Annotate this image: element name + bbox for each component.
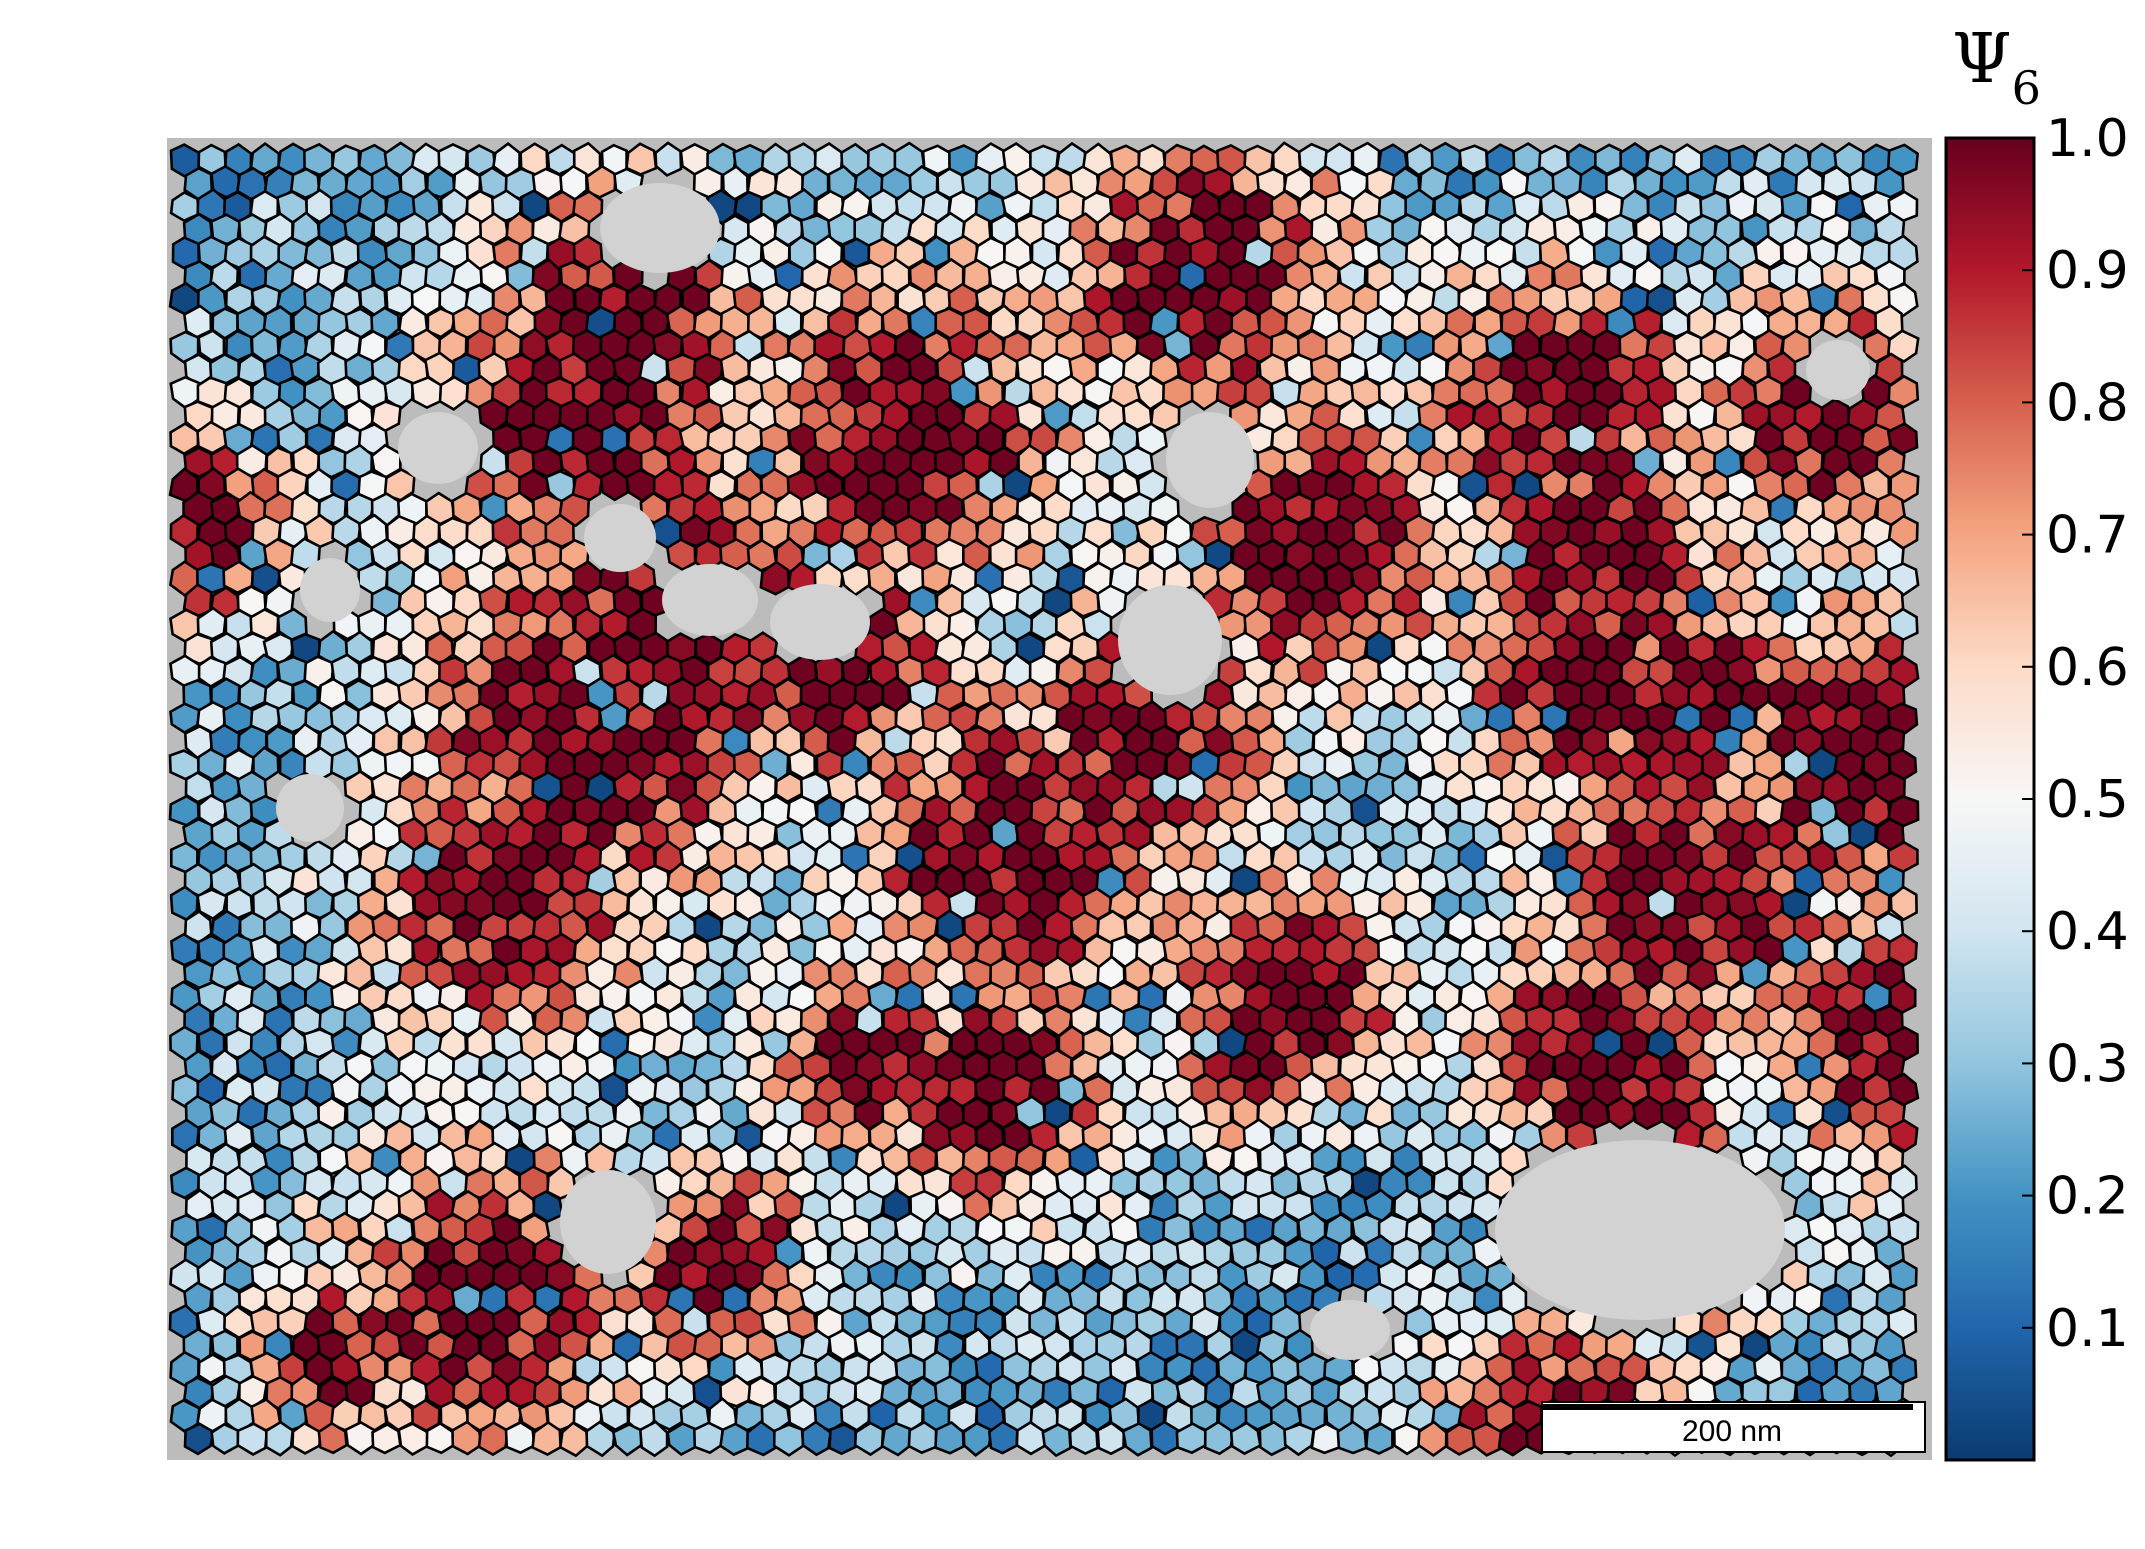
void-region xyxy=(1310,1300,1390,1360)
voronoi-cell xyxy=(626,283,658,315)
voronoi-cell xyxy=(210,1422,240,1455)
voronoi-cell xyxy=(1164,793,1195,827)
colorbar: 1.0 0.9 0.8 0.7 0.6 0.5 0.4 0.3 0.2 0.1 Ψ6 xyxy=(1944,20,2129,1462)
voronoi-cell xyxy=(692,1421,724,1455)
scale-bar-label: 200 nm xyxy=(1682,1415,1782,1448)
voronoi-cell xyxy=(1149,399,1181,433)
void-region xyxy=(560,1170,656,1274)
void-region xyxy=(1118,585,1222,695)
voronoi-cell xyxy=(1886,143,1920,176)
voronoi-cell xyxy=(557,492,591,528)
voronoi-cell xyxy=(1364,1422,1394,1455)
voronoi-cell xyxy=(1887,282,1919,318)
colorbar-tick-label: 0.4 xyxy=(2046,902,2129,962)
voronoi-cell xyxy=(371,1423,402,1455)
voronoi-cell xyxy=(1258,1420,1289,1457)
voronoi-cell xyxy=(1862,330,1893,364)
colorbar-tick-label: 0.7 xyxy=(2046,506,2129,566)
voronoi-cell xyxy=(772,304,803,339)
voronoi-cell xyxy=(732,143,765,177)
voronoi-cell xyxy=(1121,445,1155,479)
voronoi-cell xyxy=(1082,655,1114,688)
colorbar-ticks: 1.0 0.9 0.8 0.7 0.6 0.5 0.4 0.3 0.2 0.1 xyxy=(2022,109,2129,1359)
colorbar-title-symbol: Ψ xyxy=(1952,20,2012,99)
voronoi-cell xyxy=(1754,234,1783,270)
colorbar-tick-label: 1.0 xyxy=(2046,109,2129,169)
voronoi-cell xyxy=(1539,330,1571,362)
voronoi-cell xyxy=(289,167,321,200)
voronoi-cell xyxy=(1376,281,1409,316)
voronoi-cell xyxy=(1257,539,1287,572)
scale-bar: 200 nm xyxy=(1541,1401,1926,1453)
voronoi-cell xyxy=(1310,1422,1341,1455)
void-region xyxy=(1166,412,1254,508)
colorbar-title: Ψ6 xyxy=(1952,20,2041,115)
void-region xyxy=(300,558,360,622)
voronoi-cell xyxy=(719,537,752,571)
voronoi-cell xyxy=(302,142,335,177)
voronoi-cell xyxy=(1110,468,1141,502)
colorbar-tick-label: 0.2 xyxy=(2046,1167,2129,1227)
voronoi-cell xyxy=(1660,445,1689,478)
voronoi-cell xyxy=(1780,421,1812,455)
voronoi-cell xyxy=(1876,630,1905,664)
colorbar-gradient xyxy=(1944,136,2036,1462)
voronoi-cell xyxy=(504,1421,536,1455)
colorbar-tick-label: 0.5 xyxy=(2046,770,2129,830)
voronoi-cell xyxy=(425,165,456,199)
void-region xyxy=(600,183,720,273)
voronoi-cells xyxy=(168,141,1920,1458)
voronoi-cell xyxy=(665,538,697,571)
voronoi-cell xyxy=(410,376,443,410)
voronoi-cell xyxy=(1404,794,1435,828)
voronoi-cell xyxy=(828,1423,859,1456)
void-region xyxy=(584,504,656,572)
voronoi-cell xyxy=(759,560,791,596)
void-region xyxy=(276,774,344,842)
void-region xyxy=(398,412,478,484)
colorbar-title-subscript: 6 xyxy=(2012,61,2041,115)
voronoi-cell xyxy=(746,538,778,572)
void-region xyxy=(662,564,758,636)
colorbar-tick-label: 0.8 xyxy=(2046,373,2129,433)
colorbar-tick-label: 0.9 xyxy=(2046,241,2129,301)
colorbar-tick-label: 0.3 xyxy=(2046,1034,2129,1094)
voronoi-cell xyxy=(197,329,226,362)
voronoi-cell xyxy=(1887,374,1920,409)
voronoi-cell xyxy=(492,699,523,734)
voronoi-cell xyxy=(1124,910,1153,943)
voronoi-cell xyxy=(1041,397,1072,433)
voronoi-cell xyxy=(1887,329,1920,364)
colorbar-tick-label: 0.1 xyxy=(2046,1299,2129,1359)
void-region xyxy=(1495,1140,1785,1320)
void-region xyxy=(770,584,870,660)
colorbar-tick-label: 0.6 xyxy=(2046,638,2129,698)
voronoi-cell xyxy=(1564,560,1596,595)
voronoi-cell xyxy=(1310,817,1341,850)
voronoi-cell xyxy=(370,165,403,199)
voronoi-cell xyxy=(719,1422,751,1457)
voronoi-cell xyxy=(1445,1422,1476,1456)
void-region xyxy=(1806,340,1870,400)
